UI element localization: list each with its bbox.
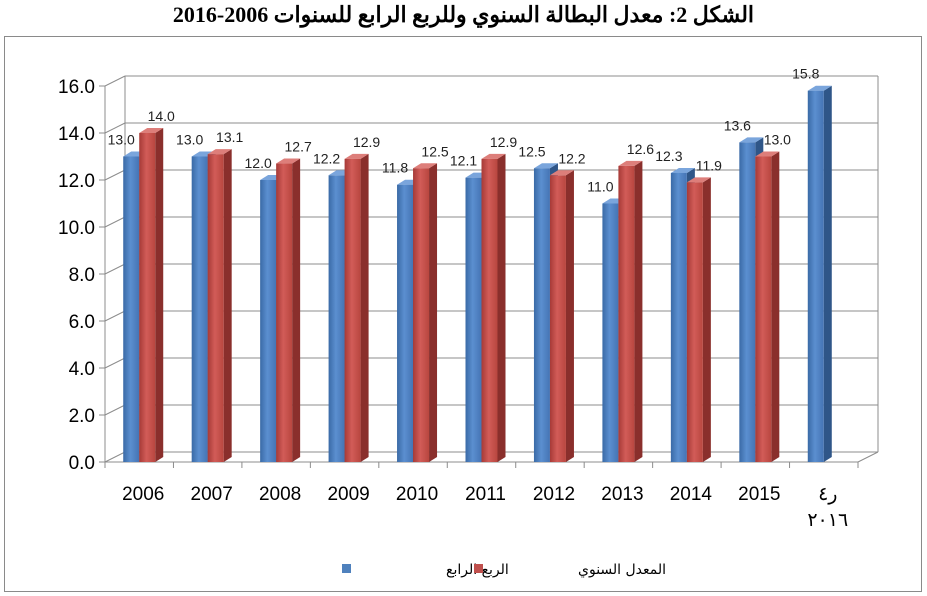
bar-q4-10: [807, 85, 832, 462]
data-label: 13.0: [176, 132, 203, 148]
x-tick-label: ٢٠١٦: [807, 510, 848, 531]
data-label: 13.0: [764, 132, 791, 148]
data-label: 12.2: [313, 150, 340, 166]
data-label: 12.1: [450, 153, 477, 169]
gridline-diagonal: [104, 404, 126, 416]
floor-edge: [857, 451, 879, 463]
data-label: 15.8: [792, 66, 819, 82]
x-tick-label: 2009: [327, 484, 369, 505]
data-label: 12.5: [518, 143, 545, 159]
data-label: 12.0: [245, 155, 272, 171]
data-label: 13.1: [216, 129, 243, 145]
data-label: 11.9: [696, 157, 722, 173]
x-tick-label: 2007: [191, 484, 233, 505]
data-label: 12.9: [490, 134, 517, 150]
chart-frame: [4, 36, 922, 592]
bars: [123, 85, 832, 463]
legend: الربع الرابع المعدل السنوي: [342, 562, 666, 578]
y-tick-label: 10.0: [58, 218, 95, 239]
gridline-diagonal: [104, 310, 126, 322]
data-label: 12.3: [655, 148, 682, 164]
gridline-diagonal: [104, 169, 126, 181]
y-tick-label: 0.0: [69, 453, 95, 474]
y-tick-label: 6.0: [69, 312, 95, 333]
gridline-diagonal: [104, 357, 126, 369]
y-tick-label: 4.0: [69, 359, 95, 380]
gridline-diagonal: [104, 451, 126, 463]
y-tick-label: 16.0: [58, 77, 95, 98]
x-tick-label: 2013: [601, 484, 643, 505]
bar-annual-0: [139, 128, 164, 462]
data-label: 12.5: [421, 143, 448, 159]
bar-annual-8: [686, 177, 711, 462]
data-label: 12.6: [627, 141, 654, 157]
data-label: 12.2: [558, 150, 585, 166]
gridline-diagonal: [104, 75, 126, 87]
legend-label-annual: المعدل السنوي: [578, 562, 666, 578]
bar-annual-1: [207, 149, 232, 462]
x-tick-label: ر٤: [818, 484, 837, 505]
data-label: 12.9: [353, 134, 380, 150]
gridline-diagonal: [104, 216, 126, 228]
y-tick-label: 14.0: [58, 124, 95, 145]
gridline-diagonal: [104, 122, 126, 134]
axes: 0.0 2.0 4.0 6.0 8.0 10.0 12.0 14.0 16.0 2006 2007 2…: [58, 77, 879, 531]
data-label: 13.6: [724, 117, 751, 133]
data-label: 14.0: [148, 108, 175, 124]
x-tick-label: 2015: [738, 484, 780, 505]
bar-annual-2: [276, 158, 301, 463]
data-label: 11.0: [587, 179, 613, 195]
y-tick-label: 2.0: [69, 406, 95, 427]
y-tick-label: 8.0: [69, 265, 95, 286]
x-tick-label: 2006: [122, 484, 164, 505]
x-tick-label: 2012: [533, 484, 575, 505]
bar-annual-6: [549, 170, 574, 463]
bar-annual-5: [481, 153, 506, 462]
gridline-diagonal: [104, 263, 126, 275]
legend-swatch-q4: [342, 564, 351, 573]
data-label: 13.0: [108, 132, 135, 148]
x-tick-label: 2014: [670, 484, 713, 505]
y-tick-label: 12.0: [58, 171, 95, 192]
bar-annual-9: [755, 151, 780, 462]
legend-swatch-annual: [474, 564, 483, 573]
x-tick-label: 2010: [396, 484, 438, 505]
data-label: 11.8: [382, 160, 408, 176]
bar-annual-4: [413, 163, 438, 462]
chart-title: الشكل 2: معدل البطالة السنوي وللربع الرا…: [172, 2, 755, 27]
x-tick-label: 2008: [259, 484, 301, 505]
bar-annual-7: [618, 160, 643, 462]
data-label: 12.7: [285, 139, 312, 155]
x-tick-label: 2011: [465, 484, 506, 505]
data-labels: 13.014.013.0 13.112.012.712.212.911.812.5…: [108, 66, 820, 195]
bar-annual-3: [344, 153, 369, 462]
